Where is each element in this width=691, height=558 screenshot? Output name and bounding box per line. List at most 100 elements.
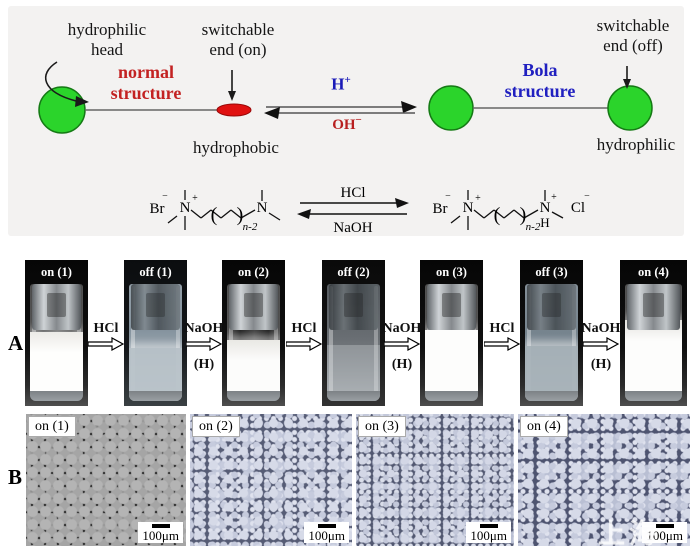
reaction-forward-label: HCl <box>340 185 365 201</box>
reaction-arrow-6: NaOH (H) <box>581 320 621 373</box>
label-hydrophilic-right: hydrophilic <box>596 135 676 154</box>
atom-br-left: Br <box>150 201 165 217</box>
repeat-sub-left: n-2 <box>243 221 258 233</box>
vial-glass <box>129 284 182 401</box>
block-arrow-icon <box>582 336 620 352</box>
paren-close-left: ) <box>237 204 244 226</box>
paren-open-left: ( <box>211 204 218 226</box>
arrow-bottom-label: (H) <box>193 357 215 372</box>
atom-n1-right: N <box>463 200 474 216</box>
scale-box: 100μm <box>138 522 183 543</box>
arrow-top-label: HCl <box>93 321 119 336</box>
vial-cap <box>427 284 476 330</box>
label-hydrophilic-head: hydrophilic head <box>67 20 147 60</box>
vial-title: off (2) <box>337 265 370 279</box>
scale-bar <box>479 524 498 528</box>
vial-title: on (4) <box>638 265 669 279</box>
charge-br-right: − <box>445 191 451 202</box>
label-h-plus: H+ <box>331 74 351 94</box>
scale-text: 100μm <box>470 528 507 543</box>
vial-photo-on3: on (3) <box>420 260 483 406</box>
vial-cap <box>627 284 680 330</box>
arrow-top-label: NaOH <box>184 321 224 336</box>
vial-cap <box>32 284 81 330</box>
reaction-reverse-head <box>297 209 311 219</box>
vial-base <box>625 391 682 401</box>
vial-cap <box>131 284 180 330</box>
reaction-forward-head <box>395 198 409 208</box>
curved-arrow-head <box>75 96 89 107</box>
head-circle-left <box>38 86 86 134</box>
scheme-graphics: Br − N + ( ) n-2 N HCl NaOH Br − <box>38 61 653 236</box>
label-bola-structure: Bola structure <box>504 60 576 102</box>
molecule-right-bonds <box>450 190 564 230</box>
paren-open-right: ( <box>494 204 501 226</box>
curved-arrow <box>45 61 77 102</box>
equilibrium-forward-head <box>401 101 417 113</box>
scale-box: 100μm <box>466 522 511 543</box>
atom-n2-right: N <box>540 200 551 216</box>
down-arrow-on-head <box>228 91 236 101</box>
vial-liquid <box>227 340 280 391</box>
reaction-reverse-label: NaOH <box>333 220 372 236</box>
reaction-arrow-2: NaOH (H) <box>184 320 224 373</box>
vial-title: off (1) <box>139 265 172 279</box>
block-arrow-icon <box>87 336 125 352</box>
vial-glass <box>525 284 578 401</box>
scale-text: 100μm <box>308 528 345 543</box>
vial-liquid <box>625 320 682 391</box>
vial-base <box>327 391 380 401</box>
vial-cap <box>329 284 378 330</box>
micrograph-title: on (2) <box>192 416 240 437</box>
charge-br-left: − <box>162 191 168 202</box>
reaction-arrow-4: NaOH (H) <box>382 320 422 373</box>
scale-text: 100μm <box>646 528 683 543</box>
row-b-label: B <box>8 465 23 489</box>
micrograph-title: on (3) <box>358 416 406 437</box>
micrograph-title: on (4) <box>520 416 568 437</box>
scale-bar <box>151 524 170 528</box>
vial-glass <box>327 284 380 401</box>
vial-base <box>227 391 280 401</box>
micrograph-title: on (1) <box>28 416 76 437</box>
atom-h-right: H <box>540 215 549 230</box>
scale-text: 100μm <box>142 528 179 543</box>
block-arrow-icon <box>383 336 421 352</box>
down-arrow-off-head <box>623 79 631 89</box>
vial-glass <box>30 284 83 401</box>
vial-glass <box>625 284 682 401</box>
bola-circle-left <box>428 85 474 131</box>
row-a-label: A <box>8 331 24 355</box>
micrograph-on3: on (3) 100μm <box>356 414 514 546</box>
vial-photo-off1: off (1) <box>124 260 187 406</box>
charge-n1-right: + <box>475 193 481 204</box>
switchable-end-oval <box>216 103 252 117</box>
atom-n2-left: N <box>257 200 268 216</box>
vial-glass <box>227 284 280 401</box>
arrow-bottom-label: (H) <box>590 357 612 372</box>
scale-bar <box>317 524 336 528</box>
label-switchable-end-off: switchable end (off) <box>596 16 670 56</box>
charge-n1-left: + <box>192 193 198 204</box>
reaction-arrow-3: HCl <box>284 320 324 356</box>
charge-n2-right: + <box>551 192 557 203</box>
scale-bar <box>655 524 674 528</box>
vial-liquid <box>425 330 478 391</box>
block-arrow-icon <box>285 336 323 352</box>
vial-photo-on4: on (4) <box>620 260 687 406</box>
reaction-arrow-5: HCl <box>482 320 522 356</box>
vial-base <box>525 391 578 401</box>
arrow-top-label: HCl <box>291 321 317 336</box>
vial-title: on (2) <box>238 265 269 279</box>
vial-photo-on1: on (1) <box>25 260 88 406</box>
micrograph-on2: on (2) 100μm <box>190 414 352 546</box>
vial-cap <box>527 284 576 330</box>
arrow-top-label: HCl <box>489 321 515 336</box>
atom-cl-right: Cl <box>571 200 585 216</box>
vial-cap <box>229 284 278 330</box>
vial-liquid <box>327 345 380 391</box>
bola-circle-right <box>607 85 653 131</box>
vial-title: on (1) <box>41 265 72 279</box>
vial-photo-off3: off (3) <box>520 260 583 406</box>
